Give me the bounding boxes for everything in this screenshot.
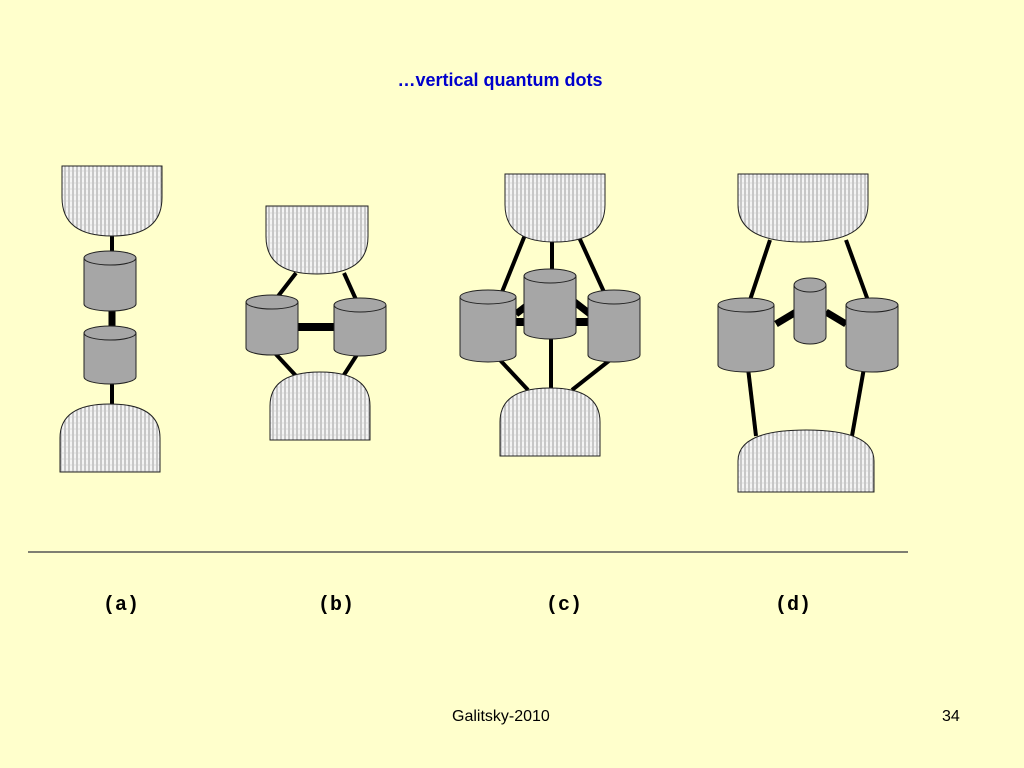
b-drain-lead [269, 371, 371, 441]
b-dot-left-cap [245, 294, 299, 310]
b-dot-left [245, 302, 299, 356]
d-dot-center-cap [793, 277, 827, 293]
a-source-lead [61, 165, 163, 237]
c-link-bottom-right [570, 358, 612, 392]
d-dot-right [845, 305, 899, 373]
d-dot-right-cap [845, 297, 899, 313]
slide-title: …vertical quantum dots [397, 70, 603, 90]
d-source-lead [737, 173, 869, 243]
a-dot-lower-cap [83, 325, 137, 341]
d-dot-left-cap [717, 297, 775, 313]
d-dot-left [717, 305, 775, 373]
c-dot-right-cap [587, 289, 641, 305]
a-dot-upper-cap [83, 250, 137, 266]
c-dot-center-cap [523, 268, 577, 284]
c-dot-right [587, 297, 641, 363]
d-dot-center [793, 285, 827, 345]
b-dot-right [333, 305, 387, 357]
a-dot-upper [83, 258, 137, 312]
c-dot-left-cap [459, 289, 517, 305]
c-drain-lead [499, 387, 601, 457]
panel-label-c: (c) [546, 594, 583, 617]
c-link-top-right [576, 234, 606, 293]
b-dot-right-cap [333, 297, 387, 313]
d-link-center-right [824, 308, 848, 328]
page-number: 34 [942, 708, 960, 725]
b-source-lead [265, 205, 369, 275]
footer-author: Galitsky-2010 [452, 708, 550, 725]
d-link-top-right [844, 239, 872, 307]
c-dot-left [459, 297, 517, 363]
d-link-bottom-right [850, 367, 866, 437]
panel-label-a: (a) [103, 594, 140, 617]
d-drain-lead [737, 429, 875, 493]
c-dot-center [523, 276, 577, 340]
c-link-bottom-left [498, 358, 530, 392]
a-dot-lower [83, 333, 137, 385]
panel-label-b: (b) [318, 594, 355, 617]
c-source-lead [504, 173, 606, 243]
c-link-top-left [500, 234, 527, 293]
panel-label-d: (d) [775, 594, 812, 617]
d-link-top-left [746, 239, 772, 307]
d-link-left-center [774, 308, 798, 328]
a-drain-lead [59, 403, 161, 473]
d-link-bottom-left [746, 367, 758, 437]
